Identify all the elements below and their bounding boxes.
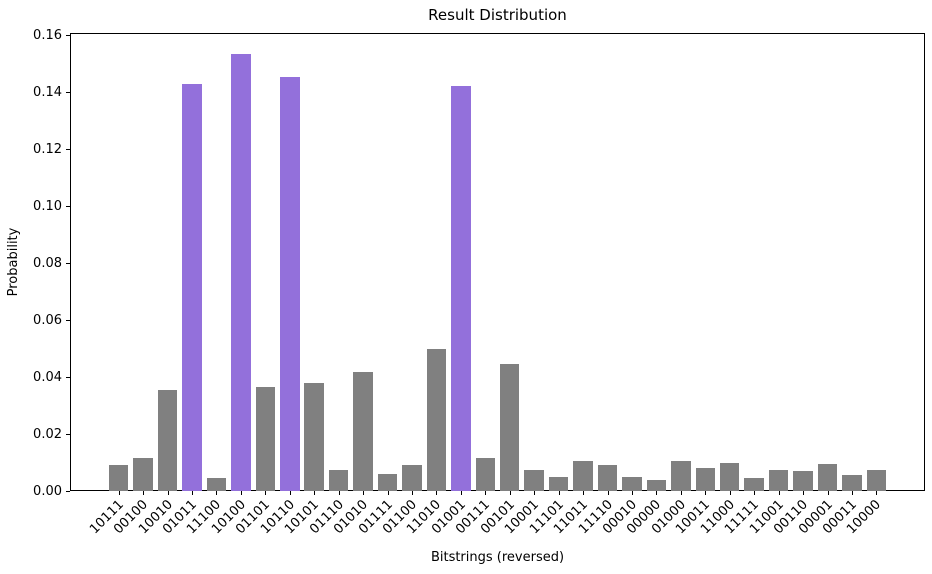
bar-00101 xyxy=(499,364,520,491)
x-tick-mark xyxy=(680,491,682,495)
x-tick-mark xyxy=(314,491,316,495)
x-tick-mark xyxy=(607,491,609,495)
bar-00010 xyxy=(622,476,642,491)
x-tick-mark xyxy=(192,491,193,495)
x-tick-mark xyxy=(289,491,291,495)
x-tick-mark xyxy=(705,491,707,495)
x-tick-mark xyxy=(460,491,462,495)
y-tick-label: 0.12 xyxy=(33,142,62,158)
chart-title: Result Distribution xyxy=(428,6,567,24)
y-tick-label: 0.00 xyxy=(33,483,62,499)
y-tick-mark xyxy=(66,206,70,208)
bar-11110 xyxy=(597,465,618,491)
bar-00100 xyxy=(133,458,153,491)
x-tick-mark xyxy=(167,491,169,495)
x-tick-mark xyxy=(412,491,413,495)
x-tick-mark xyxy=(631,491,633,495)
x-tick-mark xyxy=(509,491,511,495)
bar-01100 xyxy=(402,465,422,491)
plot-area xyxy=(70,33,925,491)
bar-01110 xyxy=(328,469,349,491)
bar-11010 xyxy=(426,348,447,491)
y-tick-label: 0.14 xyxy=(33,85,62,101)
x-tick-mark xyxy=(729,491,731,495)
bar-11011 xyxy=(573,461,593,491)
y-tick-label: 0.02 xyxy=(33,426,62,442)
bar-01111 xyxy=(377,473,398,491)
bar-01000 xyxy=(671,461,691,491)
x-tick-mark xyxy=(240,491,242,495)
x-tick-mark xyxy=(827,491,829,495)
x-tick-mark xyxy=(143,491,145,495)
x-tick-mark xyxy=(876,491,878,495)
y-tick-mark xyxy=(66,149,70,151)
x-tick-mark xyxy=(558,491,560,495)
bar-01011 xyxy=(182,84,202,491)
y-tick-label: 0.08 xyxy=(33,255,62,271)
bar-11000 xyxy=(719,462,740,491)
bar-11111 xyxy=(744,478,764,491)
x-tick-mark xyxy=(778,491,780,495)
bar-10001 xyxy=(524,469,544,491)
x-tick-mark xyxy=(118,491,120,495)
x-tick-mark xyxy=(851,491,853,495)
x-tick-mark xyxy=(387,491,389,495)
bar-00111 xyxy=(475,458,496,491)
x-tick-mark xyxy=(754,491,756,495)
bar-10101 xyxy=(304,382,324,491)
x-axis-label: Bitstrings (reversed) xyxy=(430,550,565,565)
y-tick-mark xyxy=(66,262,70,264)
y-tick-label: 0.06 xyxy=(33,312,62,328)
bar-00110 xyxy=(793,471,813,491)
x-tick-mark xyxy=(534,491,536,495)
bar-10011 xyxy=(695,468,716,491)
x-tick-mark xyxy=(216,491,218,495)
bar-10110 xyxy=(280,77,300,491)
x-tick-mark xyxy=(485,491,487,495)
bar-10000 xyxy=(866,469,887,491)
bar-00011 xyxy=(842,475,862,491)
bar-10100 xyxy=(231,54,251,491)
y-tick-label: 0.16 xyxy=(33,28,62,44)
bar-00000 xyxy=(646,479,667,491)
x-tick-mark xyxy=(363,491,365,495)
y-tick-label: 0.04 xyxy=(33,369,62,385)
y-tick-mark xyxy=(66,490,70,492)
bar-10111 xyxy=(108,465,129,491)
bar-10010 xyxy=(157,390,178,491)
y-tick-mark xyxy=(66,319,70,321)
y-tick-mark xyxy=(66,433,70,435)
bar-01001 xyxy=(451,85,471,491)
bar-11001 xyxy=(768,469,789,491)
bar-00001 xyxy=(817,464,838,491)
x-tick-mark xyxy=(803,491,804,495)
bar-11100 xyxy=(206,478,227,491)
bar-01101 xyxy=(255,387,276,491)
y-tick-mark xyxy=(66,92,70,94)
x-tick-mark xyxy=(436,491,438,495)
bar-11101 xyxy=(548,476,569,491)
bar-01010 xyxy=(353,371,373,491)
x-tick-mark xyxy=(265,491,267,495)
x-tick-mark xyxy=(656,491,658,495)
y-tick-mark xyxy=(66,376,70,378)
y-tick-label: 0.10 xyxy=(33,199,62,215)
x-tick-mark xyxy=(338,491,340,495)
y-tick-mark xyxy=(66,35,70,37)
x-tick-mark xyxy=(583,491,584,495)
